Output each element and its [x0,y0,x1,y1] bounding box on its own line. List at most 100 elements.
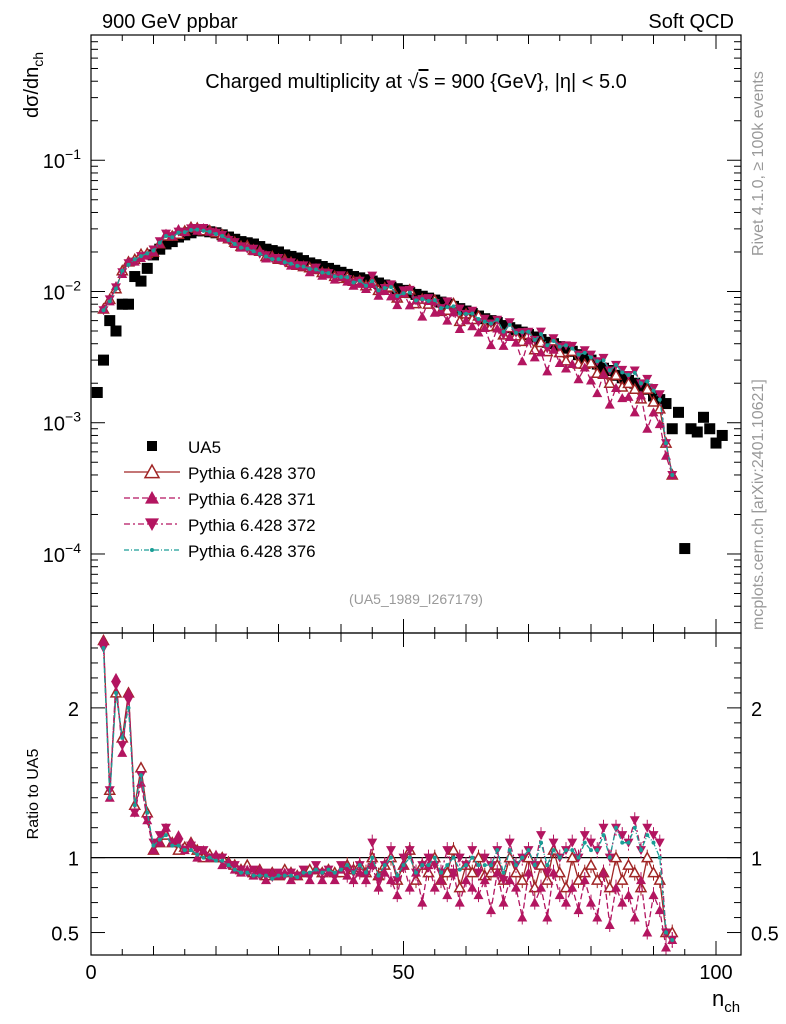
mc-ratio-point-p376 [345,863,350,868]
mc-point-p376 [370,279,375,284]
mc-ratio-point-p376 [270,876,275,881]
mc-point-p371 [479,322,490,332]
mc-ratio-point-p371 [392,890,403,900]
data-point-ua5 [273,246,284,258]
mc-ratio-point-p372 [654,838,665,848]
mc-point-p376 [557,344,562,349]
mc-point-p376 [551,338,556,343]
mc-point-p371 [404,300,415,310]
mc-ratio-point-p370 [590,873,604,885]
mc-point-p376 [364,283,368,288]
mc-point-p372 [398,286,409,296]
mc-ratio-point-p371 [529,897,540,907]
data-point-ua5 [98,354,109,366]
mc-ratio-point-p376 [607,855,612,860]
data-point-ua5 [410,288,422,300]
mc-ratio-point-p371 [486,905,496,915]
mc-ratio-point-p371 [492,867,503,877]
mc-point-p372 [654,390,665,400]
mc-point-p376 [264,254,268,259]
data-point-ua5 [116,298,128,310]
mc-ratio-point-p376 [189,848,193,853]
mc-point-p371 [642,423,653,433]
mc-point-p370 [584,356,598,368]
mc-ratio-point-p376 [582,840,587,845]
legend-label-p371: Pythia 6.428 371 [188,490,316,509]
mc-ratio-point-p376 [632,825,637,830]
mc-point-p376 [476,316,481,321]
mc-point-p371 [511,337,521,347]
mc-ratio-point-p372 [286,868,296,878]
mc-point-p376 [114,286,118,291]
data-point-ua5 [391,283,403,295]
legend-marker-p371 [145,491,159,504]
mc-ratio-point-p376 [120,735,125,740]
mc-ratio-point-p376 [489,863,493,868]
data-point-ua5 [435,296,447,308]
mc-ratio-point-p376 [414,870,418,875]
mc-point-p372 [548,334,559,344]
mc-ratio-point-p376 [501,870,506,875]
mc-point-p376 [432,298,437,303]
mc-point-p376 [107,299,112,304]
mc-ratio-point-p371 [454,897,465,907]
mc-point-p376 [501,329,506,334]
mc-ratio-point-p371 [623,890,634,900]
mc-point-p376 [526,329,531,334]
mc-ratio-point-p372 [304,871,315,881]
mc-ratio-point-p371 [367,860,378,870]
mc-point-p371 [604,399,615,409]
mc-point-p376 [670,472,675,477]
mc-ratio-point-p376 [445,863,450,868]
mc-point-p376 [414,298,418,303]
mc-ratio-point-p371 [192,852,203,862]
mc-ratio-point-p376 [457,867,462,872]
mc-point-p370 [647,395,660,407]
mc-ratio-point-p372 [386,846,396,856]
mc-point-p376 [514,330,518,335]
mc-ratio-point-p372 [367,838,378,848]
legend-marker-p370 [143,463,161,479]
mc-point-p376 [445,305,450,310]
mc-ratio-point-p371 [511,882,521,892]
mc-point-p371 [548,344,559,354]
mc-ratio-point-p372 [504,838,515,848]
mc-point-p376 [564,343,568,348]
mc-ratio-point-p372 [123,696,134,706]
mc-ratio-point-p376 [245,870,250,875]
mc-point-p376 [232,242,237,247]
mc-point-p376 [664,441,668,446]
data-point-ua5 [498,320,509,332]
mc-point-p376 [376,288,381,293]
mc-ratio-point-p372 [548,838,559,848]
mc-point-p376 [195,227,200,232]
mc-ratio-point-p371 [111,672,121,682]
mc-point-p371 [504,331,515,341]
mc-point-p376 [570,346,575,351]
mc-ratio-point-p372 [579,831,590,841]
mc-ratio-point-p371 [123,687,134,697]
mc-point-p370 [628,382,642,394]
mc-point-p372 [498,330,509,340]
mc-ratio-point-p376 [226,863,231,868]
mc-point-p372 [386,280,396,290]
mc-ratio-point-p371 [517,912,528,922]
mc-point-p376 [507,322,512,327]
mc-point-p371 [417,311,428,321]
mc-point-p371 [367,279,378,289]
mc-point-p372 [542,344,553,354]
mc-ratio-point-p376 [201,855,206,860]
mc-ratio-point-p371 [442,890,453,900]
mc-ratio-point-p376 [101,645,106,650]
mc-ratio-point-p372 [236,865,246,875]
mc-point-p372 [248,244,259,254]
mc-ratio-point-p372 [154,831,165,841]
mc-point-p372 [198,224,209,234]
mc-ratio-point-p371 [342,870,353,880]
data-point-ua5 [166,236,178,248]
x-axis-label: nch [712,986,740,1016]
mc-point-p371 [523,335,534,345]
mc-ratio-point-p371 [154,837,165,847]
mc-ratio-point-p371 [554,890,565,900]
